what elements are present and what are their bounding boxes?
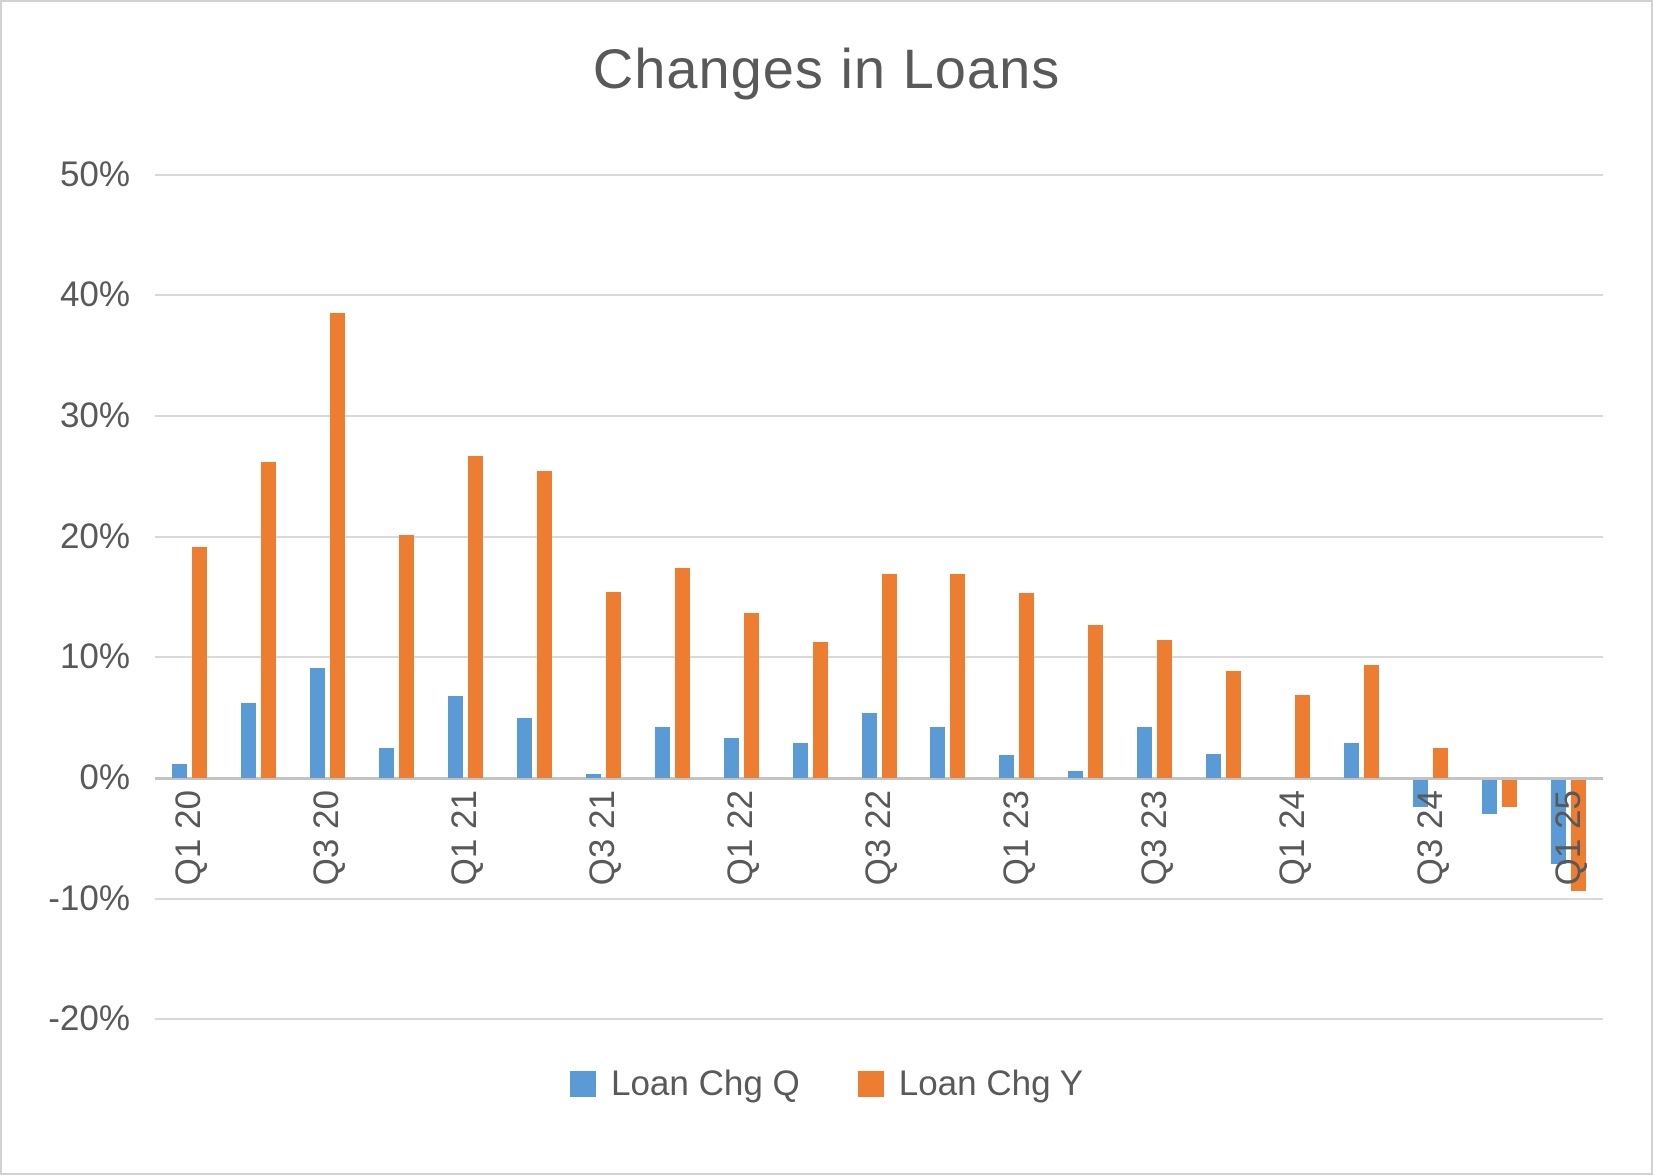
y-axis-tick-label: 10% [59, 637, 130, 677]
legend-item-loan-chg-q: Loan Chg Q [570, 1064, 800, 1104]
bar-loan-chg-q [240, 703, 256, 778]
bar-loan-chg-q [1344, 742, 1360, 778]
bar-loan-chg-y [536, 471, 552, 778]
x-axis-tick-label: Q3 22 [859, 790, 898, 886]
legend-label-loan-chg-q: Loan Chg Q [611, 1064, 800, 1103]
legend: Loan Chg Q Loan Chg Y [2, 1064, 1651, 1104]
y-axis-tick-label: 0% [79, 758, 130, 797]
bar-loan-chg-q [1137, 727, 1153, 778]
bar-loan-chg-y [260, 461, 276, 778]
gridline [155, 294, 1603, 297]
bar-loan-chg-y [1019, 593, 1035, 778]
bar-loan-chg-y [812, 641, 828, 778]
x-axis-line [155, 777, 1603, 780]
bar-loan-chg-y [1295, 694, 1311, 778]
x-axis-tick-label: Q3 20 [307, 790, 347, 886]
x-axis-tick-label: Q1 23 [996, 790, 1036, 886]
gridline [155, 173, 1603, 176]
y-axis-tick-label: 50% [59, 154, 130, 194]
y-axis-tick-label: 20% [59, 516, 130, 556]
bar-loan-chg-q [930, 727, 946, 778]
bar-loan-chg-y [467, 455, 483, 778]
bar-loan-chg-y [1088, 624, 1104, 778]
bar-loan-chg-y [1364, 664, 1380, 778]
x-axis-tick-label: Q1 20 [169, 790, 209, 886]
y-axis-tick-label: -10% [48, 878, 130, 918]
bar-loan-chg-q [654, 727, 670, 778]
x-axis-tick-label: Q1 24 [1272, 790, 1312, 886]
y-axis-tick-label: 40% [59, 275, 130, 315]
bar-loan-chg-y [743, 612, 759, 778]
legend-swatch-loan-chg-q [570, 1071, 596, 1097]
bar-loan-chg-q [1206, 753, 1222, 778]
gridline [155, 535, 1603, 538]
bar-loan-chg-q [1068, 770, 1084, 778]
legend-label-loan-chg-y: Loan Chg Y [898, 1064, 1083, 1103]
bar-loan-chg-y [950, 574, 966, 778]
legend-swatch-loan-chg-y [857, 1071, 884, 1097]
bar-loan-chg-y [398, 535, 414, 778]
bar-loan-chg-q [378, 747, 394, 778]
x-axis-tick-label: Q1 25 [1548, 790, 1588, 886]
bar-loan-chg-q [309, 668, 325, 778]
bar-loan-chg-q [723, 738, 739, 778]
bar-loan-chg-y [329, 313, 345, 778]
bar-loan-chg-y [674, 567, 690, 778]
bar-loan-chg-y [1433, 747, 1449, 778]
x-axis-tick-label: Q3 21 [583, 790, 623, 886]
bar-loan-chg-q [516, 717, 532, 778]
bar-loan-chg-q [1482, 780, 1498, 814]
y-axis-tick-label: -20% [48, 999, 130, 1039]
bar-loan-chg-q [171, 763, 187, 778]
chart-title: Changes in Loans [592, 37, 1061, 100]
bar-loan-chg-y [1571, 780, 1587, 892]
gridline [155, 656, 1603, 659]
bar-loan-chg-q [1413, 780, 1429, 807]
gridline [155, 1018, 1603, 1021]
bar-loan-chg-y [1226, 670, 1242, 778]
legend-item-loan-chg-y: Loan Chg Y [857, 1064, 1083, 1104]
x-axis-tick-label: Q3 24 [1410, 790, 1450, 886]
gridline [155, 414, 1603, 417]
bar-loan-chg-q [1551, 780, 1567, 865]
bar-loan-chg-y [1157, 640, 1173, 778]
bar-loan-chg-q [861, 712, 877, 778]
x-axis-tick-label: Q3 23 [1134, 790, 1174, 886]
bar-loan-chg-q [447, 695, 463, 778]
bar-loan-chg-y [881, 574, 897, 778]
y-axis-tick-label: 30% [59, 395, 130, 435]
bar-loan-chg-y [605, 592, 621, 778]
x-axis-tick-label: Q1 22 [721, 790, 761, 886]
x-axis-tick-label: Q1 21 [445, 790, 485, 886]
bar-loan-chg-q [792, 742, 808, 778]
bar-loan-chg-q [585, 774, 601, 778]
gridline [155, 897, 1603, 900]
bar-loan-chg-y [1502, 780, 1518, 807]
bar-loan-chg-q [999, 755, 1015, 778]
bar-loan-chg-y [191, 547, 207, 778]
